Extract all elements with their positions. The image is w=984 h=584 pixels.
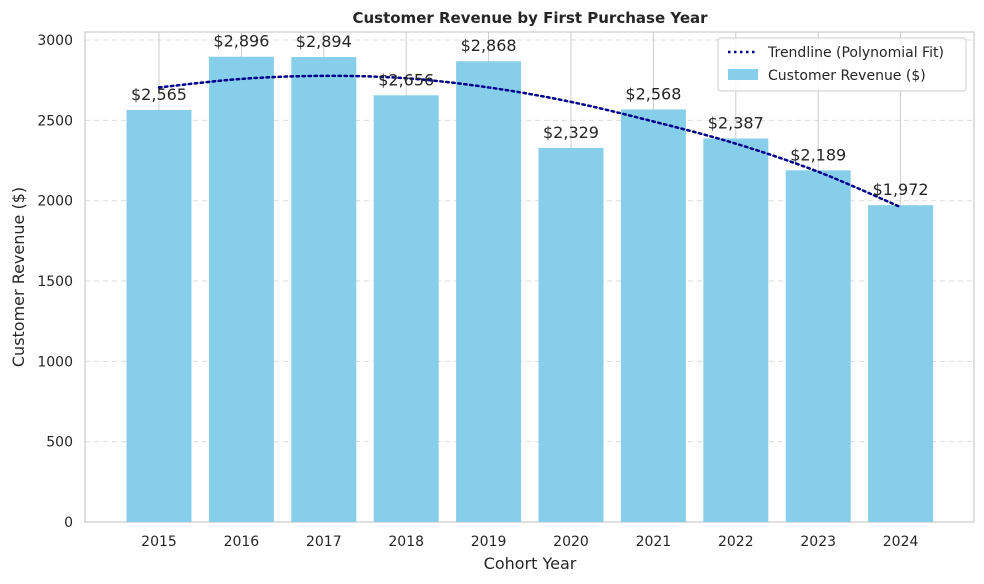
legend-box <box>717 37 967 92</box>
y-axis-label: Customer Revenue ($) <box>9 187 28 367</box>
y-tick-label: 2500 <box>37 113 73 129</box>
bars <box>126 56 934 523</box>
y-tick-label: 1000 <box>37 354 73 370</box>
data-label-2020: $2,329 <box>543 123 599 142</box>
bar-2021 <box>620 109 686 522</box>
bar-2015 <box>126 109 192 522</box>
data-label-2023: $2,189 <box>790 145 846 164</box>
bar-2018 <box>373 95 439 522</box>
y-tick-label: 2000 <box>37 194 73 210</box>
data-label-2024: $1,972 <box>873 180 929 199</box>
x-tick-label-2018: 2018 <box>388 534 424 550</box>
y-tick-label: 3000 <box>37 33 73 49</box>
y-tick-labels: 0 500 1000 1500 2000 2500 3000 <box>37 33 73 531</box>
legend-bar-label: Customer Revenue ($) <box>768 68 926 84</box>
y-tick-label: 500 <box>46 435 73 451</box>
x-tick-label-2020: 2020 <box>553 534 589 550</box>
chart-title: Customer Revenue by First Purchase Year <box>352 9 708 27</box>
data-label-2019: $2,868 <box>461 36 517 55</box>
data-label-2018: $2,656 <box>378 70 434 89</box>
data-label-2015: $2,565 <box>131 85 187 104</box>
legend: Trendline (Polynomial Fit) Customer Reve… <box>717 37 967 92</box>
data-labels: $2,565 $2,896 $2,894 $2,656 $2,868 $2,329 $2,5… <box>131 32 929 199</box>
y-tick-label: 1500 <box>37 274 73 290</box>
bar-2024 <box>868 205 934 522</box>
x-tick-label-2022: 2022 <box>718 534 754 550</box>
data-label-2016: $2,896 <box>213 32 269 51</box>
x-tick-label-2024: 2024 <box>883 534 919 550</box>
legend-trendline-label: Trendline (Polynomial Fit) <box>767 45 944 61</box>
data-label-2021: $2,568 <box>625 84 681 103</box>
x-tick-label-2021: 2021 <box>636 534 672 550</box>
bar-2020 <box>538 147 604 522</box>
x-axis-label: Cohort Year <box>484 554 577 573</box>
bar-2019 <box>456 61 522 522</box>
bar-2016 <box>208 56 274 523</box>
bar-2023 <box>785 170 851 522</box>
x-tick-label-2017: 2017 <box>306 534 342 550</box>
legend-bar-swatch <box>728 69 758 80</box>
bar-2022 <box>703 138 769 522</box>
x-tick-labels: 2015 2016 2017 2018 2019 2020 2021 2022 2023 2024 <box>141 534 918 550</box>
trendline <box>157 74 902 209</box>
x-tick-label-2016: 2016 <box>224 534 260 550</box>
y-tick-label: 0 <box>64 515 73 531</box>
trendline-layer <box>157 74 902 209</box>
data-label-2017: $2,894 <box>296 32 352 51</box>
x-tick-label-2015: 2015 <box>141 534 177 550</box>
bar-2017 <box>291 57 357 523</box>
x-tick-label-2023: 2023 <box>800 534 836 550</box>
x-tick-label-2019: 2019 <box>471 534 507 550</box>
data-label-2022: $2,387 <box>708 114 764 133</box>
